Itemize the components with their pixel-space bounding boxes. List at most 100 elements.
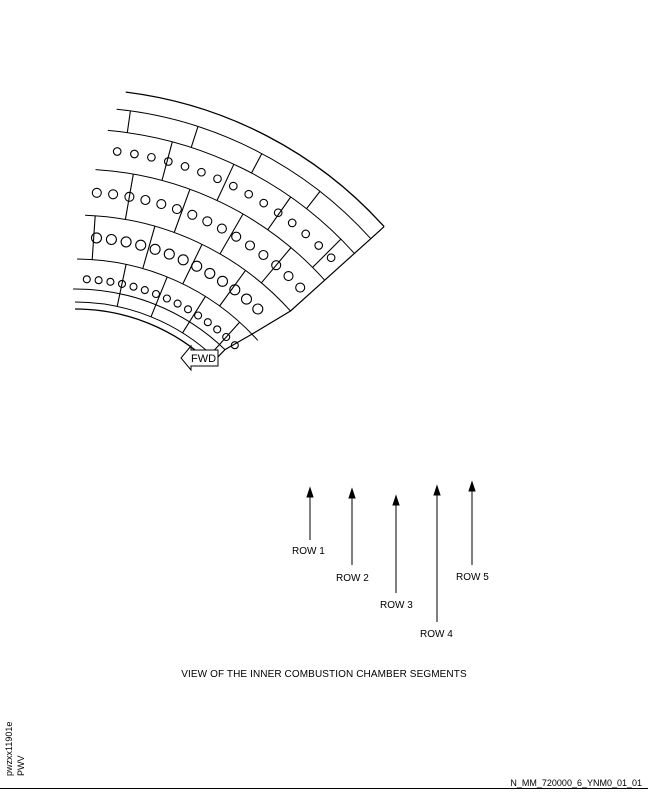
row-2-label: ROW 2: [336, 573, 369, 584]
cooling-hole: [183, 305, 193, 314]
segment-divider: [190, 126, 199, 148]
cooling-hole: [259, 198, 269, 208]
cooling-hole: [171, 204, 182, 215]
cooling-hole: [135, 239, 147, 251]
segment-divider: [91, 215, 96, 260]
row-5-label: ROW 5: [456, 572, 489, 583]
cooling-hole: [91, 187, 102, 198]
cooling-hole: [140, 286, 149, 295]
cooling-hole: [106, 277, 115, 286]
cooling-hole: [203, 318, 212, 327]
cooling-hole: [112, 147, 122, 156]
figure-source: PWV: [16, 755, 26, 776]
cooling-hole: [228, 181, 238, 191]
cooling-hole: [151, 289, 161, 299]
cooling-hole: [173, 299, 182, 308]
segment-divider: [161, 141, 173, 181]
cooling-hole: [117, 279, 127, 288]
figure-reference: N_MM_720000_6_YNM0_01_01: [510, 778, 642, 788]
segment-divider: [210, 321, 241, 355]
cooling-hole: [162, 294, 171, 303]
segment-divider: [126, 110, 131, 133]
segment-divider: [116, 264, 127, 307]
cooling-hole: [240, 293, 253, 305]
cooling-hole: [187, 209, 198, 220]
cooling-hole: [273, 208, 283, 218]
cooling-hole: [213, 174, 222, 184]
cooling-hole: [231, 231, 242, 242]
cooling-hole: [326, 253, 336, 263]
row-leaders: [306, 480, 476, 622]
segment-divider: [182, 296, 206, 334]
cooling-hole: [230, 341, 239, 350]
segment-divider: [142, 226, 156, 269]
cooling-hole: [120, 236, 132, 248]
cooling-hole: [314, 241, 324, 250]
segment-divider: [216, 163, 235, 201]
cooling-hole: [197, 167, 206, 177]
cooling-hole: [156, 199, 167, 210]
segment-divider: [267, 196, 292, 231]
figure-code-block: pwzxx11901e PWV: [4, 712, 34, 782]
cooling-hole: [149, 243, 161, 255]
segment-divider: [260, 247, 292, 284]
cooling-hole: [301, 229, 311, 239]
segment-arc: [85, 214, 291, 312]
row-3-label: ROW 3: [380, 600, 413, 611]
cooling-hole: [82, 275, 91, 284]
cooling-hole: [129, 282, 138, 291]
cooling-hole: [222, 332, 231, 342]
cooling-hole: [295, 282, 306, 293]
segment-divider: [124, 174, 134, 220]
segment-divider: [219, 213, 244, 255]
segment-divider: [251, 153, 263, 174]
cooling-hole: [124, 191, 135, 202]
cooling-hole: [202, 216, 213, 227]
cooling-hole: [163, 157, 173, 166]
segment-divider: [312, 238, 342, 268]
cooling-hole: [191, 260, 203, 272]
cooling-hole: [216, 275, 229, 287]
cooling-hole: [140, 194, 151, 206]
cooling-hole: [252, 303, 264, 315]
cooling-hole: [287, 218, 297, 228]
segment-divider: [306, 191, 321, 210]
cooling-holes: [82, 147, 336, 350]
cooling-hole: [204, 267, 216, 279]
row-1-label: ROW 1: [292, 546, 325, 557]
fwd-arrow: FWD: [180, 344, 219, 372]
segment-arc: [95, 169, 326, 281]
segment-arc: [125, 91, 385, 228]
figure-code: pwzxx11901e: [4, 721, 14, 776]
cooling-hole: [216, 223, 227, 234]
cooling-hole: [213, 325, 222, 334]
segment-arc: [73, 288, 226, 350]
figure-caption: VIEW OF THE INNER COMBUSTION CHAMBER SEG…: [181, 669, 467, 680]
cooling-hole: [130, 149, 139, 159]
cooling-hole: [180, 162, 190, 171]
segment-arcs: [73, 91, 385, 365]
cooling-hole: [194, 311, 203, 320]
segment-divider: [173, 189, 191, 233]
bottom-rule: [0, 788, 648, 789]
segment-divider: [150, 276, 168, 318]
cooling-hole: [177, 254, 189, 266]
row-4-label: ROW 4: [420, 629, 453, 640]
cooling-hole: [271, 260, 282, 271]
segment-arc: [116, 108, 372, 240]
cooling-hole: [244, 240, 256, 251]
segment-arc: [107, 129, 355, 254]
fwd-label: FWD: [191, 353, 216, 365]
cooling-hole: [90, 232, 103, 244]
cooling-hole: [147, 152, 156, 162]
cooling-hole: [105, 233, 117, 246]
cooling-hole: [108, 189, 119, 200]
segment-arc: [77, 258, 259, 341]
cooling-hole: [94, 276, 103, 285]
cooling-hole: [229, 284, 241, 296]
cooling-hole: [244, 189, 254, 199]
segment-divider: [219, 270, 246, 307]
segment-bottom-edge: [210, 226, 385, 365]
